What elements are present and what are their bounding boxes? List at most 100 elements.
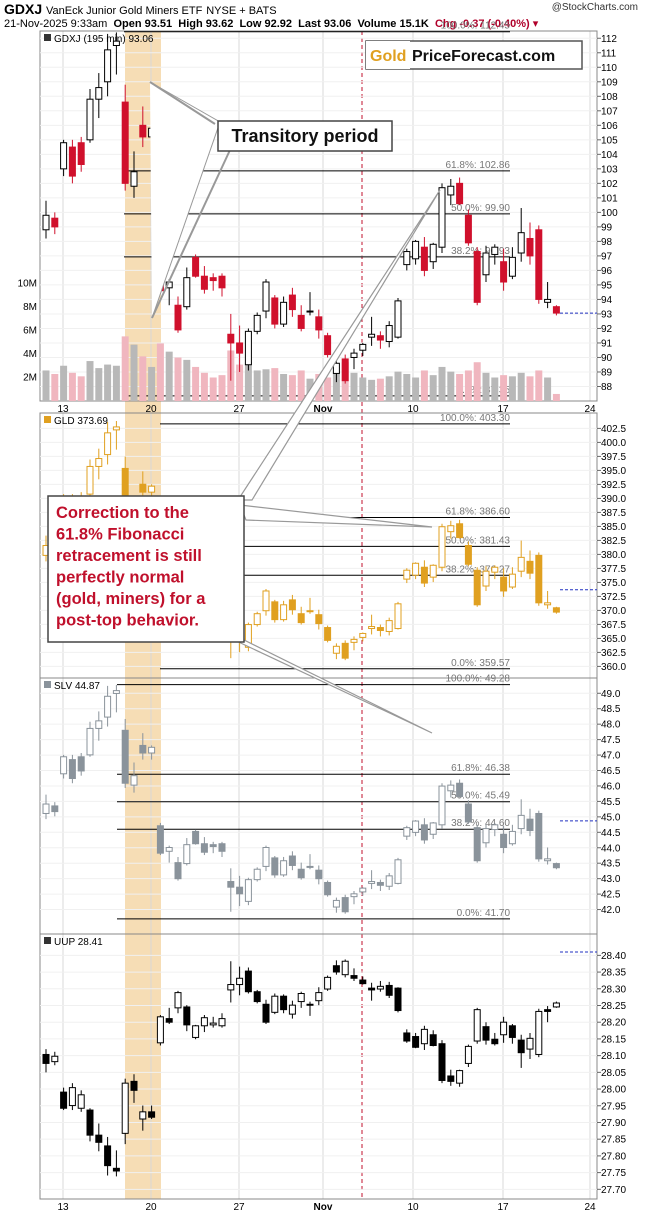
y-tick-label: 48.0: [601, 720, 621, 731]
candle-body: [464, 214, 472, 244]
fib-label: 61.8%: 386.60: [446, 506, 511, 517]
y-tick-label: 28.15: [601, 1034, 626, 1045]
legend-swatch: [44, 937, 51, 944]
candle-body: [121, 1082, 129, 1134]
y-tick-label: 109: [601, 77, 618, 88]
candle-body: [526, 1037, 534, 1050]
candle-body: [376, 335, 384, 341]
y-tick-label: 380.0: [601, 550, 626, 561]
candle-body: [165, 847, 173, 852]
y-tick-label: 90: [601, 353, 613, 364]
candle-body: [394, 300, 402, 338]
candle-body: [508, 1025, 516, 1038]
y-tick-label: 27.80: [601, 1151, 626, 1162]
candle-body: [192, 830, 200, 845]
y-tick-label: 111: [601, 48, 617, 59]
panel-frame: [39, 933, 598, 1200]
volume-bar: [517, 372, 525, 401]
quote-line: 21-Nov-2025 9:33am Open 93.51 High 93.62…: [4, 17, 538, 30]
volume-bar: [332, 371, 340, 401]
candle-body: [394, 987, 402, 1012]
candle-body: [368, 626, 376, 630]
candle-body: [271, 297, 279, 325]
quote-volume: Volume 15.1K: [357, 18, 429, 30]
candle-body: [359, 343, 367, 351]
candle-body: [165, 1018, 173, 1023]
candle-body: [385, 875, 393, 887]
y-tick-label: 102: [601, 179, 618, 190]
candle-body: [508, 573, 516, 588]
candle-body: [236, 977, 244, 986]
candle-body: [200, 843, 208, 853]
volume-bar: [359, 377, 367, 401]
y-tick-label: 46.0: [601, 781, 621, 792]
candle-body: [156, 1016, 164, 1044]
candle-body: [174, 304, 182, 331]
y-tick-label: 28.05: [601, 1068, 626, 1079]
candle-body: [491, 1038, 499, 1045]
candle-body: [68, 1087, 76, 1107]
candle-body: [148, 1111, 156, 1118]
volume-bar: [385, 376, 393, 401]
candle-body: [130, 1080, 138, 1091]
candle-body: [86, 1109, 94, 1136]
candle-body: [420, 824, 428, 841]
x-tick-label-top: Nov: [314, 404, 333, 415]
candle-body: [95, 458, 103, 467]
candle-body: [544, 858, 552, 862]
y-tick-label: 101: [601, 193, 618, 204]
y-tick-label: 367.5: [601, 620, 626, 631]
candle-body: [271, 857, 279, 876]
candle-body: [86, 98, 94, 141]
candle-body: [218, 1018, 226, 1027]
y-tick-label: 28.40: [601, 951, 626, 962]
candle-body: [95, 1134, 103, 1143]
candle-body: [544, 1009, 552, 1012]
candle-body: [315, 992, 323, 1002]
fib-label: 50.0%: 99.90: [451, 203, 510, 214]
y-tick-label: 48.5: [601, 704, 621, 715]
logo-rest-text: PriceForecast.com: [412, 48, 555, 65]
candle-body: [482, 252, 490, 276]
quote-low: Low 92.92: [239, 18, 293, 30]
exchange-label: NYSE + BATS: [206, 5, 277, 17]
y-tick-label: 387.5: [601, 508, 626, 519]
volume-bar: [420, 370, 428, 401]
candle-body: [262, 281, 270, 312]
y-tick-label: 372.5: [601, 592, 626, 603]
candle-body: [306, 865, 314, 868]
y-tick-label: 96: [601, 266, 613, 277]
candle-body: [438, 1043, 446, 1081]
candle-body: [280, 301, 288, 325]
candle-body: [535, 229, 543, 300]
legend-swatch: [44, 34, 51, 41]
y-tick-label: 106: [601, 121, 618, 132]
y-tick-label: 45.5: [601, 797, 621, 808]
volume-bar: [77, 376, 85, 401]
x-tick-label-top: 17: [497, 404, 509, 415]
candle-body: [86, 465, 94, 495]
y-tick-label: 27.90: [601, 1118, 626, 1129]
legend-label: UUP 28.41: [54, 937, 103, 948]
fib-label: 0.0%: 359.57: [451, 658, 510, 669]
volume-bar: [244, 362, 252, 401]
quote-change: Chg -0.37 (-0.40%): [434, 18, 530, 30]
y-tick-label: 400.0: [601, 438, 626, 449]
volume-bar: [535, 370, 543, 401]
candle-body: [508, 256, 516, 277]
candle-body: [244, 879, 252, 902]
correction-callout-line: 61.8% Fibonacci: [56, 526, 184, 544]
y-tick-label: 91: [601, 338, 613, 349]
volume-bar: [429, 375, 437, 401]
candle-body: [341, 358, 349, 382]
candle-body: [42, 214, 50, 231]
candle-body: [491, 824, 499, 831]
y-tick-label: 43.5: [601, 859, 621, 870]
x-tick-label-bottom: 10: [407, 1202, 419, 1213]
volume-bar: [174, 357, 182, 401]
candle-body: [368, 881, 376, 884]
candle-body: [324, 976, 332, 990]
candle-body: [112, 426, 120, 431]
candle-body: [491, 566, 499, 573]
